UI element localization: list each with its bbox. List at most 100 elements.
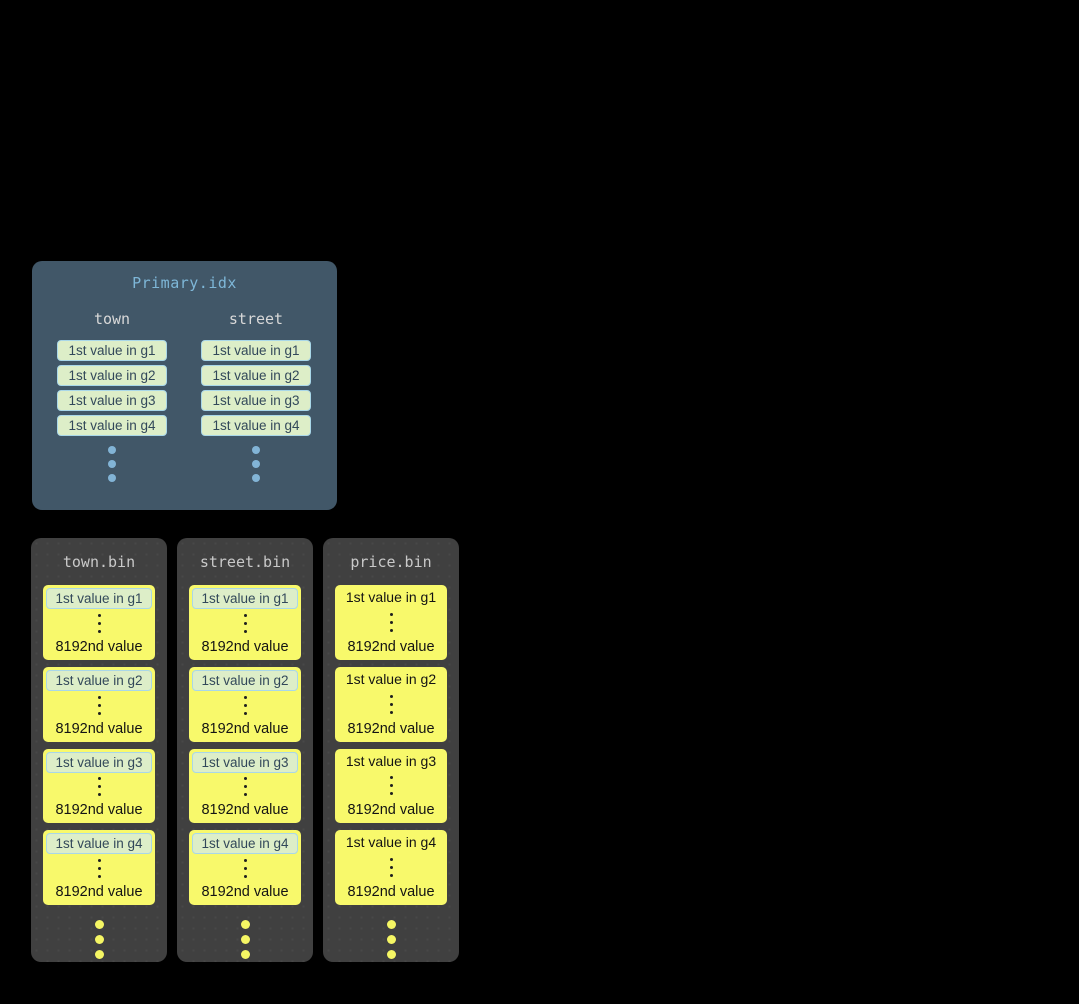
dot [243,695,247,699]
dot [243,793,247,797]
dot [97,703,101,707]
bin-title-town: town.bin [62,553,136,571]
dot [94,920,104,929]
dot [97,711,101,715]
dot [108,474,116,482]
granule-last-value: 8192nd value [201,638,289,655]
dot [97,793,101,797]
dot [94,935,104,944]
index-entry-chip: 1st value in g2 [201,365,311,386]
index-entry-chip: 1st value in g1 [57,340,167,361]
granule-first-value: 1st value in g4 [345,834,437,851]
dot [97,875,101,879]
bin-files-row: town.bin 1st value in g1 8192nd value 1s… [31,538,459,962]
ellipsis-dots-dark [97,775,101,799]
granule-first-value-chip: 1st value in g1 [46,588,152,609]
dot [389,858,393,862]
dot [389,776,393,780]
ellipsis-dots-blue [252,443,260,485]
ellipsis-dots-yellow [386,917,396,962]
dot [252,474,260,482]
dot [386,935,396,944]
dot [94,950,104,959]
granule-block: 1st value in g3 8192nd value [189,748,301,824]
granule-last-value: 8192nd value [347,720,435,737]
dot [252,446,260,454]
dot [97,613,101,617]
dot [240,950,250,959]
ellipsis-dots-dark [97,693,101,717]
granule-first-value: 1st value in g3 [345,752,437,769]
dot [389,866,393,870]
primary-index-columns: town 1st value in g1 1st value in g2 1st… [32,310,337,485]
bin-column-price: price.bin 1st value in g1 8192nd value 1… [323,538,459,962]
ellipsis-dots-dark [389,692,393,716]
granule-last-value: 8192nd value [347,802,435,819]
granule-last-value: 8192nd value [55,638,143,655]
index-entry-chip: 1st value in g2 [57,365,167,386]
dot [97,621,101,625]
granule-last-value: 8192nd value [347,884,435,900]
ellipsis-dots-dark [389,774,393,798]
dot [243,859,247,863]
dot [240,920,250,929]
ellipsis-dots-dark [243,693,247,717]
granule-first-value-chip: 1st value in g1 [192,588,298,609]
granule-block: 1st value in g2 8192nd value [335,666,447,742]
dot [389,784,393,788]
dot [243,703,247,707]
granule-first-value: 1st value in g2 [345,670,437,687]
granule-first-value-chip: 1st value in g3 [192,751,298,773]
dot [243,711,247,715]
dot [97,777,101,781]
index-entry-chip: 1st value in g4 [201,415,311,436]
ellipsis-dots-blue [108,443,116,485]
granule-last-value: 8192nd value [55,720,143,737]
granule-first-value-chip: 1st value in g4 [192,833,298,855]
ellipsis-dots-dark [389,856,393,880]
granule-block: 1st value in g4 8192nd value [43,830,155,905]
ellipsis-dots-dark [97,611,101,635]
index-entry-chip: 1st value in g1 [201,340,311,361]
dot [252,460,260,468]
granule-block: 1st value in g1 8192nd value [43,585,155,660]
granule-last-value: 8192nd value [201,884,289,900]
bin-title-street: street.bin [199,553,291,571]
dot [389,792,393,796]
dot [243,777,247,781]
index-entry-chip: 1st value in g3 [201,390,311,411]
dot [386,950,396,959]
dot [389,612,393,616]
granule-block: 1st value in g1 8192nd value [189,585,301,660]
granule-last-value: 8192nd value [55,884,143,900]
primary-column-town: town 1st value in g1 1st value in g2 1st… [56,310,168,485]
dot [240,935,250,944]
ellipsis-dots-dark [243,857,247,881]
dot [97,859,101,863]
dot [389,874,393,878]
ellipsis-dots-dark [243,775,247,799]
column-header-town: town [93,310,131,328]
primary-column-street: street 1st value in g1 1st value in g2 1… [200,310,312,485]
ellipsis-dots-dark [243,611,247,635]
granule-first-value-chip: 1st value in g4 [46,833,152,855]
dot [243,621,247,625]
granule-block: 1st value in g3 8192nd value [335,748,447,824]
dot [97,629,101,633]
granule-last-value: 8192nd value [347,638,435,655]
index-entry-chip: 1st value in g3 [57,390,167,411]
dot [389,628,393,632]
dot [108,446,116,454]
dot [97,867,101,871]
dot [386,920,396,929]
granule-block: 1st value in g3 8192nd value [43,748,155,824]
dot [389,702,393,706]
dot [243,875,247,879]
dot [108,460,116,468]
granule-last-value: 8192nd value [201,720,289,737]
granule-block: 1st value in g2 8192nd value [43,666,155,742]
index-entry-chip: 1st value in g4 [57,415,167,436]
ellipsis-dots-dark [389,610,393,634]
ellipsis-dots-yellow [94,917,104,962]
